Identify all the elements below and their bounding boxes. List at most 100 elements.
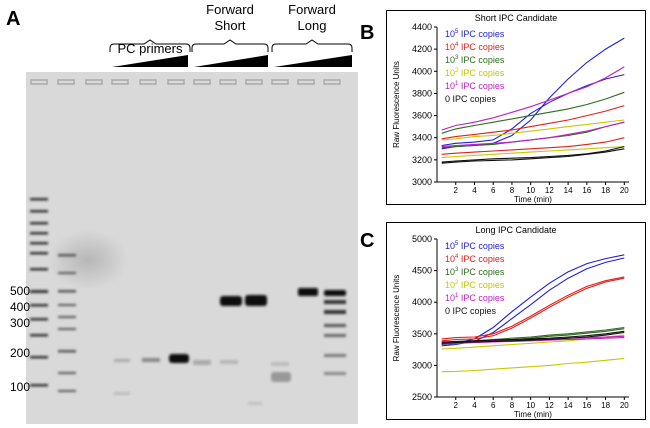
header-pc-primers: PC primers [117,41,183,56]
chart-long-title: Long IPC Candidate [475,225,556,235]
pc-primer-bands [114,354,189,395]
chart-long-xlabel: Time (min) [514,410,552,419]
panel-label-b: B [360,22,375,44]
wedge-pc-primers [112,55,188,67]
chart-long-xtick-label: 14 [564,401,573,410]
chart-long-xtick-label: 6 [491,401,496,410]
chart-short-legend-item: 104 IPC copies [445,42,505,52]
chart-long-legend-item: 105 IPC copies [445,241,505,251]
chart-short-xtick-label: 8 [510,186,515,195]
ladder-label-200: 200 [9,346,30,360]
chart-short-xtick-label: 16 [582,186,591,195]
chart-short-series-line [441,146,625,159]
chart-long-series-line [441,335,625,344]
chart-long-series-line [441,357,625,373]
header-forward-short-line1: Forward [206,2,254,17]
chart-short-legend-item: 105 IPC copies [445,29,505,39]
chart-long-series-line [441,330,625,343]
chart-long-ipc: Long IPC Candidate 2500 3000 3500 4000 4500 50… [386,222,646,420]
chart-short-ylabel: Raw Fluorescence Units [392,61,401,148]
bracket-forward-short [191,39,269,52]
chart-short-series-line [441,148,625,164]
chart-short-xtick-label: 10 [526,186,535,195]
chart-short-xtick-label: 6 [491,186,496,195]
panel-label-a: A [6,8,21,30]
chart-long-series-line [441,277,625,342]
chart-short-series-line [441,105,625,140]
chart-long-xtick-label: 4 [472,401,477,410]
gel-wells [30,79,341,85]
chart-short-series-line [441,119,625,141]
gel-smear [48,230,128,290]
ladder-lane-2 [58,254,76,392]
chart-long-series-line [441,331,625,344]
forward-long-bands [271,288,346,382]
chart-short-xtick-label: 20 [620,186,629,195]
chart-long-xtick-label: 16 [582,401,591,410]
chart-long-xtick-label: 10 [526,401,535,410]
chart-short-ytick-label: 3200 [412,155,432,165]
panel-label-c: C [360,230,375,252]
ladder-label-300: 300 [9,316,30,330]
wedge-forward-short [194,55,268,67]
chart-short-xlabel: Time (min) [514,195,552,204]
header-forward-short-line2: Short [214,18,246,33]
chart-short-ytick-label: 3800 [412,88,432,98]
chart-long-xtick-label: 8 [510,401,515,410]
header-forward-long: Forward Long [272,2,352,34]
chart-short-legend-item: 103 IPC copies [445,55,505,65]
chart-short-xtick-label: 4 [472,186,477,195]
chart-long-legend-item: 103 IPC copies [445,267,505,277]
ladder-label-100: 100 [9,380,30,394]
chart-long-series-line [441,276,625,340]
chart-short-xtick-label: 12 [545,186,554,195]
chart-long-ipc-svg: Long IPC Candidate 2500 3000 3500 4000 4500 50… [392,225,629,419]
chart-short-ipc-svg: Short IPC Candidate 3000 3200 3400 3600 3800 4… [392,13,629,204]
chart-long-ytick-label: 3000 [412,360,432,370]
chart-long-series-line [441,337,625,345]
bracket-pc-primers [109,39,191,52]
gel-header-graphics [109,39,353,67]
chart-long-legend-item: 0 IPC copies [445,306,497,316]
chart-short-series-line [441,91,625,134]
chart-short-xtick-label: 2 [454,186,459,195]
chart-long-xtick-label: 20 [620,401,629,410]
wedge-forward-long [274,55,352,67]
header-forward-long-line1: Forward [288,2,336,17]
chart-long-ytick-label: 5000 [412,234,432,244]
chart-long-xtick-label: 2 [454,401,459,410]
chart-short-ytick-label: 3400 [412,133,432,143]
ladder-lane-1 [30,198,48,387]
bracket-forward-long [271,39,353,52]
chart-short-series-line [441,137,625,155]
chart-short-xtick-label: 18 [601,186,610,195]
agarose-gel-image [26,72,358,424]
chart-short-legend-item: 0 IPC copies [445,94,497,104]
chart-short-legend-item: 101 IPC copies [445,81,505,91]
chart-short-ipc: Short IPC Candidate 3000 3200 3400 3600 3800 4… [386,10,646,205]
chart-long-ylabel: Raw Fluorescence Units [392,275,401,362]
chart-long-xtick-label: 18 [601,401,610,410]
chart-long-series-line [441,254,625,346]
header-forward-short: Forward Short [190,2,270,34]
chart-short-series-line [441,66,625,131]
chart-short-title: Short IPC Candidate [475,13,558,23]
chart-short-series-line [441,121,625,148]
chart-long-xtick-label: 12 [545,401,554,410]
chart-long-legend-item: 101 IPC copies [445,293,505,303]
forward-short-bands [193,295,267,405]
chart-short-ytick-label: 3600 [412,111,432,121]
chart-short-ytick-label: 3000 [412,177,432,187]
chart-short-ytick-label: 4000 [412,66,432,76]
chart-long-ytick-label: 2500 [412,392,432,402]
chart-long-ytick-label: 4000 [412,297,432,307]
ladder-label-500: 500 [9,284,30,298]
chart-short-ytick-label: 4400 [412,22,432,32]
chart-long-ytick-label: 4500 [412,266,432,276]
chart-short-legend-item: 102 IPC copies [445,68,505,78]
chart-short-ytick-label: 4200 [412,44,432,54]
ladder-label-400: 400 [9,300,30,314]
chart-long-ytick-label: 3500 [412,329,432,339]
header-forward-long-line2: Long [297,18,327,33]
chart-long-legend-item: 104 IPC copies [445,254,505,264]
